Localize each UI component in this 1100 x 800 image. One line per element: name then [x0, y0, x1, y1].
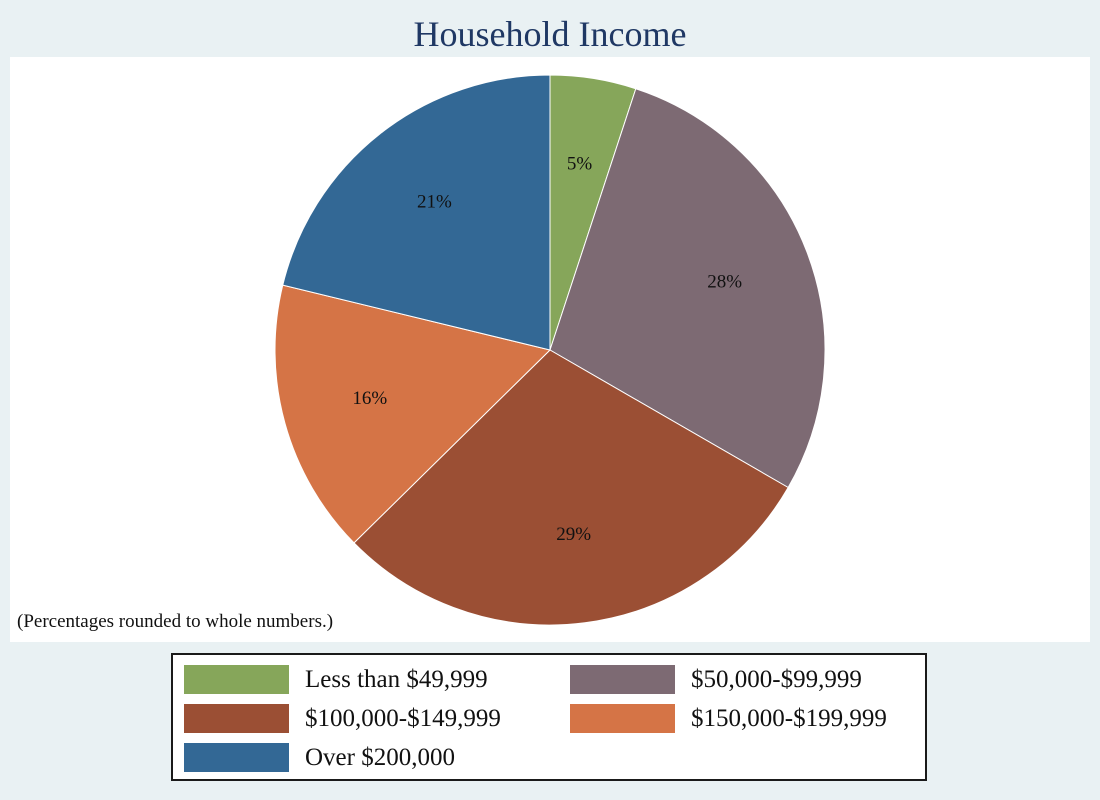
legend-label: $50,000-$99,999	[691, 666, 862, 693]
plot-area: 5% 28% 29% 16% 21% (Percentages rounded to w…	[10, 57, 1090, 642]
slice-label-over-200-000: 21%	[417, 191, 452, 212]
legend-label: Over $200,000	[305, 744, 455, 771]
pie-chart: 5% 28% 29% 16% 21%	[274, 74, 826, 626]
legend-label: $100,000-$149,999	[305, 705, 501, 732]
legend: Less than $49,999 $50,000-$99,999 $100,0…	[171, 653, 927, 781]
pie-slice-150-000-199-999	[274, 284, 551, 544]
legend-swatch	[184, 665, 289, 694]
legend-label: Less than $49,999	[305, 666, 488, 693]
legend-label: $150,000-$199,999	[691, 705, 887, 732]
legend-swatch	[184, 743, 289, 772]
legend-swatch	[184, 704, 289, 733]
legend-swatch	[570, 665, 675, 694]
footnote: (Percentages rounded to whole numbers.)	[17, 611, 334, 632]
pie-slice-50-000-99-999	[549, 88, 826, 489]
pie-slice-100-000-149-999	[353, 349, 789, 626]
slice-label-less-than-49-999: 5%	[567, 154, 593, 175]
pie-slice-over-200-000	[282, 74, 551, 351]
slice-label-50-000-99-999: 28%	[707, 272, 742, 293]
slice-label-100-000-149-999: 29%	[556, 524, 591, 545]
legend-swatch	[570, 704, 675, 733]
chart-title: Household Income	[413, 14, 687, 54]
slice-label-150-000-199-999: 16%	[352, 388, 387, 409]
